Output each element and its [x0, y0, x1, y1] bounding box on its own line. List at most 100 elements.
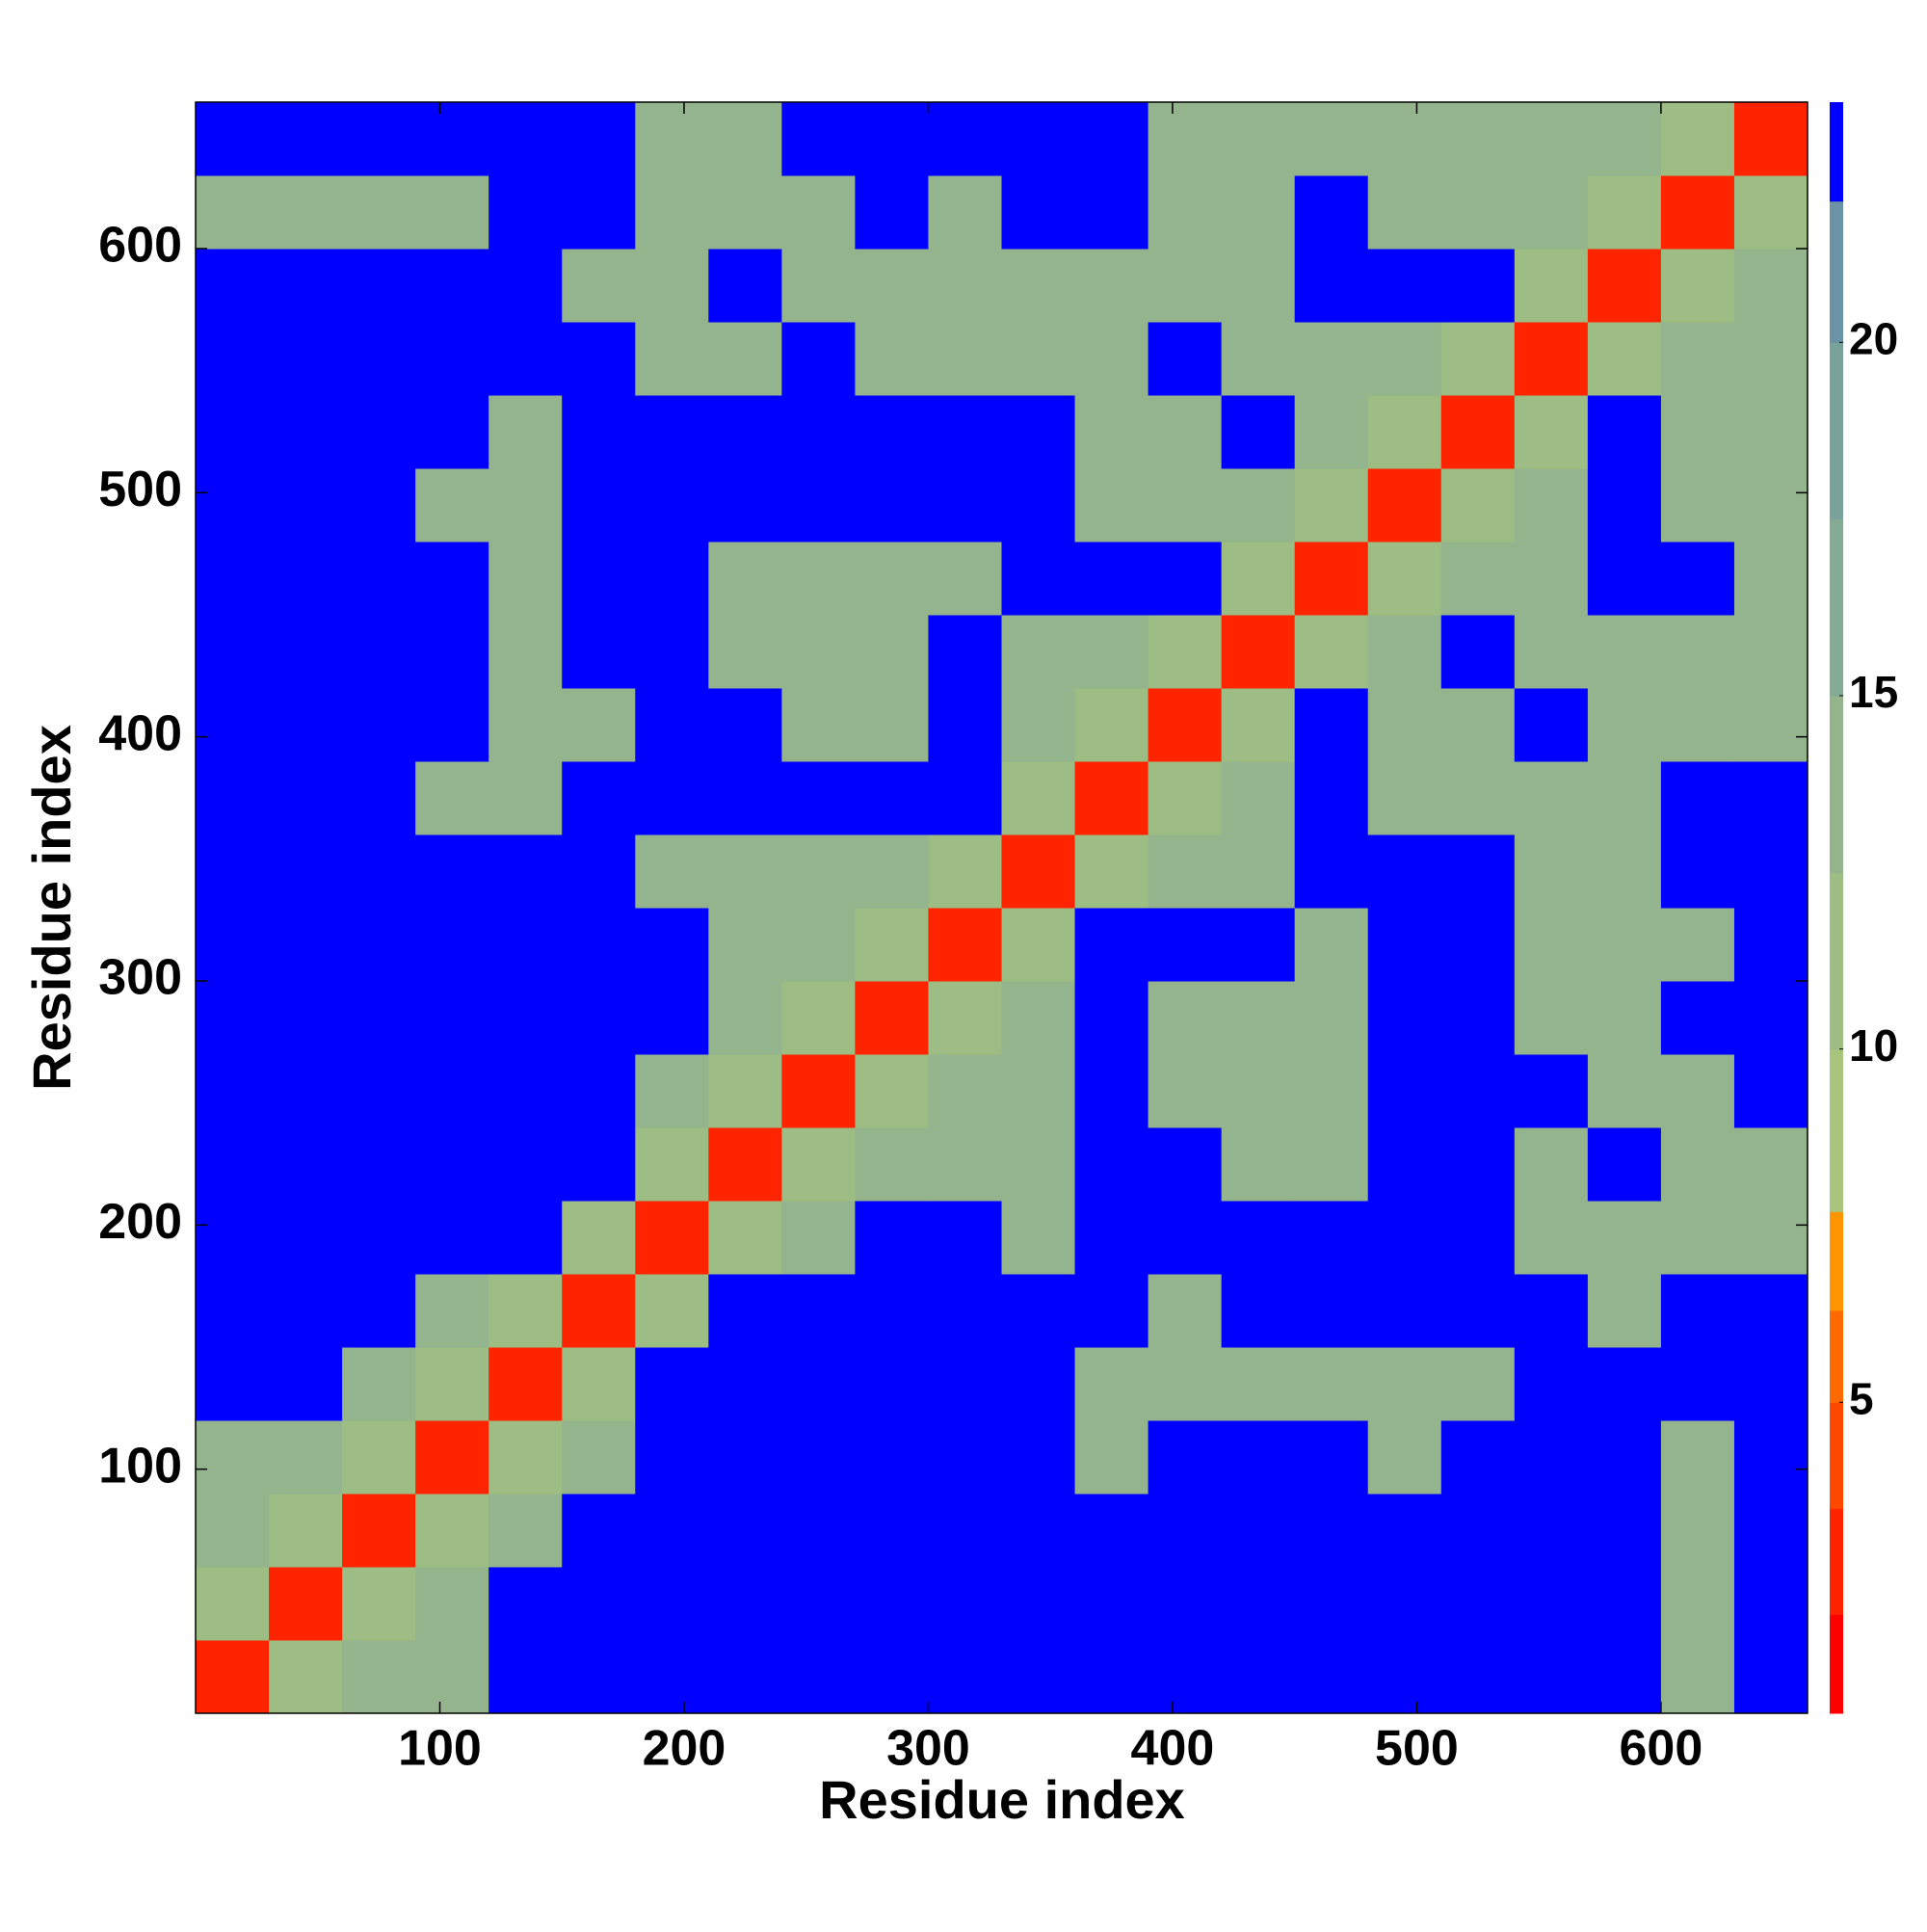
cell: [1001, 1347, 1076, 1421]
cell: [196, 615, 270, 689]
cell: [928, 1494, 1002, 1568]
cell: [342, 1054, 416, 1128]
cell: [488, 468, 563, 543]
cell: [1733, 1054, 1808, 1128]
cell: [708, 1494, 782, 1568]
cell: [1660, 395, 1735, 469]
cell: [855, 1567, 929, 1641]
cell: [1440, 175, 1516, 250]
cell: [342, 542, 416, 616]
cell: [1001, 1201, 1076, 1275]
cell: [1733, 1274, 1808, 1348]
cell: [781, 249, 856, 323]
cell: [1587, 981, 1662, 1055]
cell: [708, 834, 782, 909]
x-tick-label: 400: [1131, 1721, 1215, 1777]
cell: [415, 834, 489, 909]
cell: [1514, 395, 1589, 469]
cell: [855, 542, 929, 616]
cell: [1733, 1127, 1808, 1202]
cell: [1440, 834, 1516, 909]
cell: [1440, 102, 1516, 176]
cell: [1221, 1274, 1296, 1348]
cell: [562, 615, 636, 689]
cell: [488, 102, 563, 176]
cell: [1660, 1420, 1735, 1495]
cell: [269, 175, 343, 250]
colorbar-band: [1830, 872, 1843, 1050]
cell: [635, 1567, 709, 1641]
cell: [635, 175, 709, 250]
cell: [1514, 688, 1589, 762]
cell: [855, 908, 929, 982]
cell: [1660, 322, 1735, 396]
cell: [269, 1347, 343, 1421]
cell: [1148, 102, 1223, 176]
cell: [415, 981, 489, 1055]
cell: [342, 1494, 416, 1568]
cell: [855, 1127, 929, 1202]
cell: [1660, 908, 1735, 982]
cell: [488, 1201, 563, 1275]
cell: [1294, 542, 1369, 616]
cell: [1148, 908, 1223, 982]
cell: [781, 542, 856, 616]
cell: [781, 322, 856, 396]
cell: [1294, 322, 1369, 396]
cell: [781, 1494, 856, 1568]
cell: [196, 761, 270, 835]
cell: [928, 468, 1002, 543]
cell: [196, 175, 270, 250]
cell: [635, 468, 709, 543]
cell: [855, 834, 929, 909]
cell: [781, 395, 856, 469]
cell: [1660, 1054, 1735, 1128]
y-tick-label: 300: [98, 950, 182, 1006]
cell: [1367, 761, 1442, 835]
cell: [1587, 1347, 1662, 1421]
cell: [1294, 468, 1369, 543]
cell: [1148, 468, 1223, 543]
cell: [415, 542, 489, 616]
cell: [855, 1347, 929, 1421]
cell: [1514, 542, 1589, 616]
cell: [1001, 1420, 1076, 1495]
cell: [269, 322, 343, 396]
cell: [1221, 1127, 1296, 1202]
cell: [781, 908, 856, 982]
cell: [1587, 468, 1662, 543]
cell: [196, 542, 270, 616]
cell: [1221, 102, 1296, 176]
cell: [342, 1274, 416, 1348]
x-tick-label: 500: [1375, 1721, 1459, 1777]
cell: [1148, 1420, 1223, 1495]
cell: [1514, 1274, 1589, 1348]
cell: [1074, 1567, 1149, 1641]
cell: [708, 468, 782, 543]
cell: [1367, 688, 1442, 762]
cell: [1001, 908, 1076, 982]
cell: [1294, 1347, 1369, 1421]
cell: [1660, 1567, 1735, 1641]
cell: [488, 834, 563, 909]
cell: [1148, 322, 1223, 396]
cell: [708, 249, 782, 323]
cell: [1148, 1274, 1223, 1348]
cell: [415, 761, 489, 835]
cell: [1367, 1127, 1442, 1202]
cell: [415, 1640, 489, 1713]
cell: [781, 615, 856, 689]
cell: [781, 175, 856, 250]
cell: [1294, 1127, 1369, 1202]
cell: [708, 1347, 782, 1421]
cell: [196, 102, 270, 176]
colorbar-band: [1830, 696, 1843, 873]
cell: [1587, 1054, 1662, 1128]
cell: [1587, 1567, 1662, 1641]
cell: [1733, 761, 1808, 835]
cell: [488, 688, 563, 762]
cell: [1001, 102, 1076, 176]
cell: [196, 1274, 270, 1348]
cell: [928, 1054, 1002, 1128]
cell: [342, 1347, 416, 1421]
